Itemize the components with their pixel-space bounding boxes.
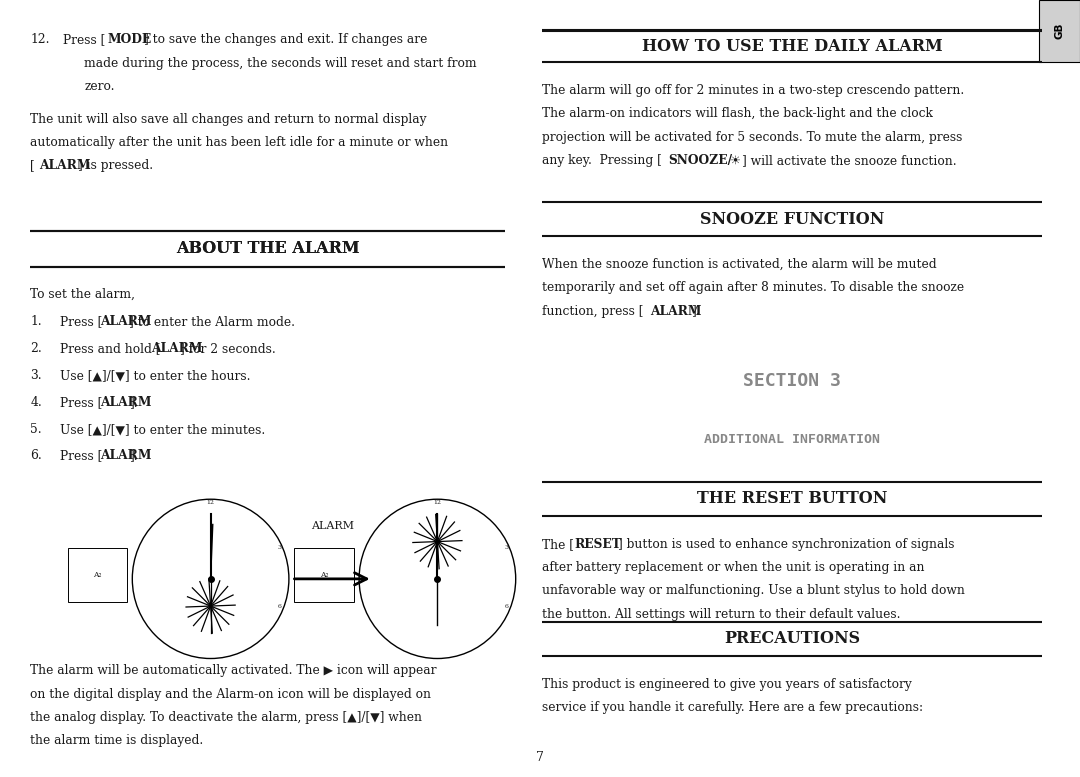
Text: SNOOZE FUNCTION: SNOOZE FUNCTION: [700, 211, 885, 228]
Text: ADDITIONAL INFORMATION: ADDITIONAL INFORMATION: [704, 433, 880, 445]
Text: 6: 6: [278, 604, 282, 608]
Text: ALARM: ALARM: [650, 305, 702, 318]
Text: HOW TO USE THE DAILY ALARM: HOW TO USE THE DAILY ALARM: [642, 38, 943, 55]
FancyBboxPatch shape: [1039, 0, 1080, 62]
Text: ].: ].: [129, 449, 137, 462]
Text: The alarm-on indicators will flash, the back-light and the clock: The alarm-on indicators will flash, the …: [542, 107, 933, 120]
Text: service if you handle it carefully. Here are a few precautions:: service if you handle it carefully. Here…: [542, 701, 923, 714]
Text: To set the alarm,: To set the alarm,: [30, 287, 135, 301]
Text: The alarm will be automatically activated. The ▶ icon will appear: The alarm will be automatically activate…: [30, 664, 436, 678]
Text: 12.: 12.: [30, 33, 50, 47]
Text: on the digital display and the Alarm-on icon will be displayed on: on the digital display and the Alarm-on …: [30, 688, 431, 701]
Text: 3: 3: [504, 545, 509, 550]
Text: SNOOZE/: SNOOZE/: [669, 154, 732, 167]
Text: 12: 12: [206, 500, 215, 505]
Text: ] is pressed.: ] is pressed.: [78, 159, 153, 172]
Text: Use [▲]/[▼] to enter the minutes.: Use [▲]/[▼] to enter the minutes.: [60, 423, 266, 436]
Text: projection will be activated for 5 seconds. To mute the alarm, press: projection will be activated for 5 secon…: [542, 131, 962, 144]
Text: ALARM: ALARM: [151, 342, 203, 355]
Text: ALARM: ALARM: [100, 395, 151, 409]
Text: [: [: [30, 159, 35, 172]
Text: made during the process, the seconds will reset and start from: made during the process, the seconds wil…: [84, 57, 477, 70]
Text: This product is engineered to give you years of satisfactory: This product is engineered to give you y…: [542, 678, 912, 691]
Text: A₂: A₂: [320, 571, 328, 579]
Text: GB: GB: [1054, 23, 1065, 40]
Text: SECTION 3: SECTION 3: [743, 371, 841, 390]
Text: ALARM: ALARM: [311, 521, 354, 531]
Text: after battery replacement or when the unit is operating in an: after battery replacement or when the un…: [542, 561, 924, 574]
Text: 7: 7: [536, 751, 544, 764]
Text: ].: ].: [129, 395, 137, 409]
Text: 5.: 5.: [30, 423, 42, 436]
Text: 4.: 4.: [30, 395, 42, 409]
Text: automatically after the unit has been left idle for a minute or when: automatically after the unit has been le…: [30, 136, 448, 149]
Text: temporarily and set off again after 8 minutes. To disable the snooze: temporarily and set off again after 8 mi…: [542, 281, 964, 294]
Text: ABOUT THE ALARM: ABOUT THE ALARM: [176, 240, 360, 257]
Text: the button. All settings will return to their default values.: the button. All settings will return to …: [542, 608, 901, 621]
Text: ] for 2 seconds.: ] for 2 seconds.: [179, 342, 275, 355]
Text: ALARM: ALARM: [100, 449, 151, 462]
Text: ] to enter the Alarm mode.: ] to enter the Alarm mode.: [129, 315, 295, 329]
Text: ☀: ☀: [730, 154, 741, 167]
Text: The alarm will go off for 2 minutes in a two-step crescendo pattern.: The alarm will go off for 2 minutes in a…: [542, 84, 964, 97]
Text: Press [: Press [: [60, 395, 103, 409]
Text: 6: 6: [504, 604, 509, 608]
Text: ALARM: ALARM: [100, 315, 151, 329]
Text: ] to save the changes and exit. If changes are: ] to save the changes and exit. If chang…: [144, 33, 427, 47]
FancyBboxPatch shape: [68, 548, 127, 602]
Text: When the snooze function is activated, the alarm will be muted: When the snooze function is activated, t…: [542, 258, 936, 271]
Text: the analog display. To deactivate the alarm, press [▲]/[▼] when: the analog display. To deactivate the al…: [30, 711, 422, 724]
Ellipse shape: [133, 500, 289, 659]
Text: 3: 3: [278, 545, 282, 550]
Text: any key.  Pressing [: any key. Pressing [: [542, 154, 662, 167]
Text: function, press [: function, press [: [542, 305, 644, 318]
Text: The unit will also save all changes and return to normal display: The unit will also save all changes and …: [30, 113, 427, 126]
Text: 12: 12: [433, 500, 442, 505]
Text: zero.: zero.: [84, 80, 114, 93]
Text: MODE: MODE: [108, 33, 152, 47]
Text: 2.: 2.: [30, 342, 42, 355]
Text: the alarm time is displayed.: the alarm time is displayed.: [30, 734, 203, 747]
Text: The [: The [: [542, 538, 575, 551]
Text: Press [: Press [: [60, 315, 103, 329]
Text: ].: ].: [691, 305, 700, 318]
Text: ALARM: ALARM: [39, 159, 91, 172]
Text: ABOUT THE ALARM: ABOUT THE ALARM: [176, 240, 360, 257]
Text: 1.: 1.: [30, 315, 42, 329]
Text: Press and hold [: Press and hold [: [60, 342, 161, 355]
Text: PRECAUTIONS: PRECAUTIONS: [724, 630, 861, 647]
Text: ] button is used to enhance synchronization of signals: ] button is used to enhance synchronizat…: [618, 538, 955, 551]
Text: 6.: 6.: [30, 449, 42, 462]
Text: Press [: Press [: [63, 33, 105, 47]
Ellipse shape: [359, 500, 516, 659]
Text: Use [▲]/[▼] to enter the hours.: Use [▲]/[▼] to enter the hours.: [60, 369, 251, 382]
Text: ] will activate the snooze function.: ] will activate the snooze function.: [742, 154, 957, 167]
Text: Press [: Press [: [60, 449, 103, 462]
Text: RESET: RESET: [575, 538, 621, 551]
FancyBboxPatch shape: [294, 548, 354, 602]
Text: unfavorable way or malfunctioning. Use a blunt stylus to hold down: unfavorable way or malfunctioning. Use a…: [542, 584, 966, 598]
Text: A₂: A₂: [93, 571, 102, 579]
Text: THE RESET BUTTON: THE RESET BUTTON: [697, 490, 888, 507]
Text: 3.: 3.: [30, 369, 42, 382]
